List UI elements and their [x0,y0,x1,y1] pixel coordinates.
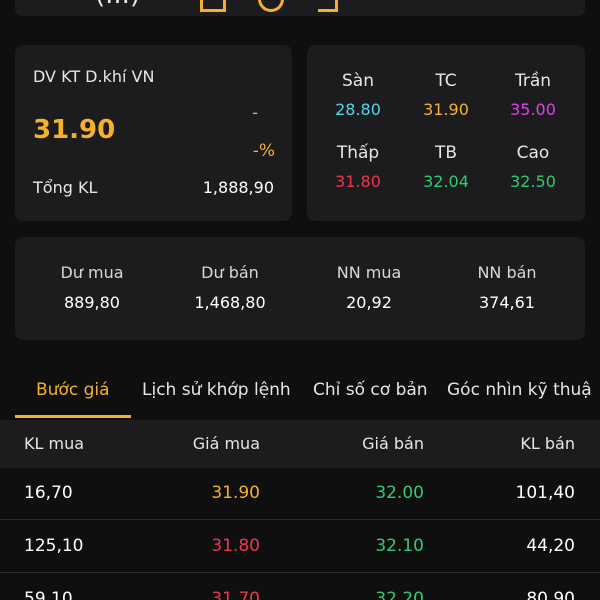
sell-price[interactable]: 32.10 [375,536,424,556]
buy-volume: 125,10 [24,536,84,556]
reference-price-value: 31.90 [423,100,469,119]
stat-foreign-sell: NN bán 374,61 [436,263,578,312]
reference-price: TC 31.90 [400,71,492,119]
floor-price-value: 28.80 [335,100,381,119]
buy-price[interactable]: 31.90 [211,483,260,503]
tab-match-history[interactable]: Lịch sử khớp lệnh [142,380,291,400]
sell-volume: 80,90 [526,589,575,600]
stat-label: Dư bán [201,263,259,282]
high-price-value: 32.50 [510,172,556,191]
stat-label: NN mua [336,263,402,282]
buy-price[interactable]: 31.70 [211,589,260,600]
buy-volume: 16,70 [24,483,73,503]
stat-value: 889,80 [64,293,120,312]
total-volume-label: Tổng KL [33,178,98,197]
buy-price[interactable]: 31.80 [211,536,260,556]
tab-technical-view[interactable]: Góc nhìn kỹ thuậ [447,380,592,400]
active-tab-indicator [15,415,131,418]
header-buy-price: Giá mua [192,434,260,453]
stock-name: DV KT D.khí VN [33,67,155,86]
average-price-label: TB [434,143,458,163]
share-icon[interactable] [318,0,338,12]
stat-value: 374,61 [479,293,535,312]
header-buy-volume: KL mua [24,434,85,453]
stat-label: Dư mua [60,263,124,282]
ceiling-price: Trần 35.00 [487,71,579,119]
buy-volume: 59,10 [24,589,73,600]
ceiling-price-value: 35.00 [510,100,556,119]
sell-price[interactable]: 32.00 [375,483,424,503]
floor-price: Sàn 28.80 [312,71,404,119]
header-sell-price: Giá bán [362,434,424,453]
price-change-percent: -% [252,141,275,161]
stat-label: NN bán [477,263,537,282]
sell-volume: 44,20 [526,536,575,556]
reference-prices-card: Sàn 28.80 TC 31.90 Trần 35.00 Thấp 31.80… [307,45,585,221]
top-toolbar: (...) [0,0,600,16]
low-price: Thấp 31.80 [312,143,404,191]
sell-price[interactable]: 32.20 [375,589,424,600]
average-price: TB 32.04 [400,143,492,191]
stock-summary-card: DV KT D.khí VN 31.90 - -% Tổng KL 1,888,… [15,45,292,221]
table-row: 16,70 31.90 32.00 101,40 [0,468,600,520]
table-row: 125,10 31.80 32.10 44,20 [0,521,600,573]
average-price-value: 32.04 [423,172,469,191]
stat-sell-surplus: Dư bán 1,468,80 [159,263,301,312]
table-row: 59,10 31.70 32.20 80,90 [0,574,600,600]
total-volume-value: 1,888,90 [202,178,274,197]
stat-foreign-buy: NN mua 20,92 [298,263,440,312]
detail-tabs: Bước giá Lịch sử khớp lệnh Chỉ số cơ bản… [0,370,600,420]
low-price-label: Thấp [336,143,380,163]
low-price-value: 31.80 [335,172,381,191]
reference-price-label: TC [435,71,457,91]
tab-fundamentals[interactable]: Chỉ số cơ bản [313,380,428,400]
chart-icon[interactable] [200,0,226,12]
sell-volume: 101,40 [515,483,575,503]
header-sell-volume: KL bán [520,434,575,453]
order-book-header: KL mua Giá mua Giá bán KL bán [0,420,600,468]
stat-buy-surplus: Dư mua 889,80 [21,263,163,312]
current-price: 31.90 [33,115,116,145]
floor-price-label: Sàn [342,71,374,91]
ceiling-price-label: Trần [514,71,552,91]
market-stats-card: Dư mua 889,80 Dư bán 1,468,80 NN mua 20,… [15,237,585,340]
high-price-label: Cao [516,143,550,163]
top-toolbar-panel [15,0,585,16]
ticker-partial-text: (...) [95,0,140,10]
price-change: - [252,103,258,122]
tab-price-steps[interactable]: Bước giá [36,380,110,400]
high-price: Cao 32.50 [487,143,579,191]
stat-value: 1,468,80 [194,293,266,312]
stat-value: 20,92 [346,293,392,312]
